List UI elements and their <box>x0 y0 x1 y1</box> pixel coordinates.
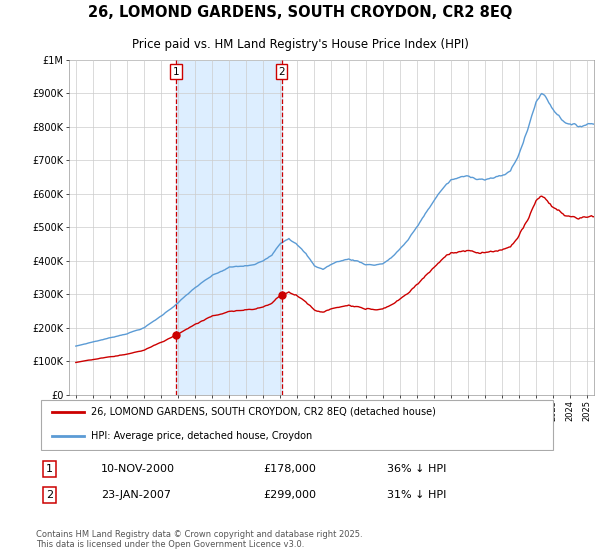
Text: £178,000: £178,000 <box>263 464 316 474</box>
Text: 26, LOMOND GARDENS, SOUTH CROYDON, CR2 8EQ: 26, LOMOND GARDENS, SOUTH CROYDON, CR2 8… <box>88 6 512 20</box>
Text: Contains HM Land Registry data © Crown copyright and database right 2025.
This d: Contains HM Land Registry data © Crown c… <box>36 530 362 549</box>
Text: HPI: Average price, detached house, Croydon: HPI: Average price, detached house, Croy… <box>91 431 313 441</box>
FancyBboxPatch shape <box>41 400 553 450</box>
Text: 31% ↓ HPI: 31% ↓ HPI <box>387 490 446 500</box>
Text: 36% ↓ HPI: 36% ↓ HPI <box>387 464 446 474</box>
Text: 2: 2 <box>46 490 53 500</box>
Text: £299,000: £299,000 <box>263 490 316 500</box>
Bar <box>176 60 281 395</box>
Text: Price paid vs. HM Land Registry's House Price Index (HPI): Price paid vs. HM Land Registry's House … <box>131 38 469 50</box>
Text: 10-NOV-2000: 10-NOV-2000 <box>101 464 175 474</box>
Text: 2: 2 <box>278 67 285 77</box>
Text: 23-JAN-2007: 23-JAN-2007 <box>101 490 171 500</box>
Text: 1: 1 <box>46 464 53 474</box>
Text: 26, LOMOND GARDENS, SOUTH CROYDON, CR2 8EQ (detached house): 26, LOMOND GARDENS, SOUTH CROYDON, CR2 8… <box>91 407 436 417</box>
Text: 1: 1 <box>172 67 179 77</box>
